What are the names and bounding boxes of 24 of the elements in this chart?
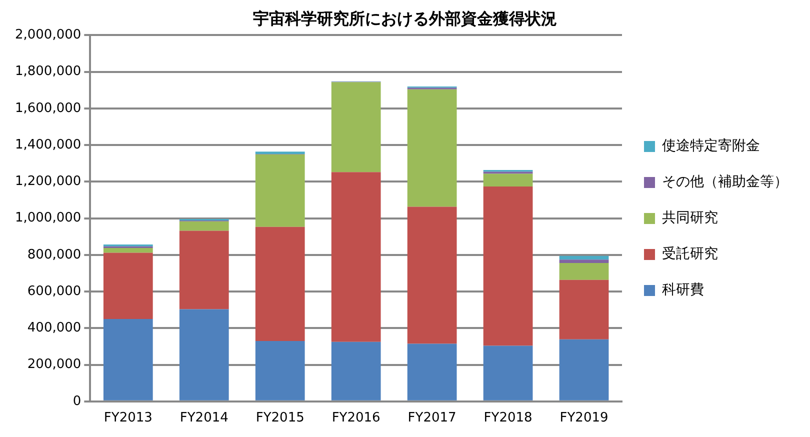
x-tick-label: FY2017 [408,410,456,426]
y-tick-label: 0 [72,394,82,409]
y-tick-label: 1,000,000 [14,210,82,226]
y-tick-label: 200,000 [27,357,82,372]
legend-label: 共同研究 [662,210,718,226]
y-tick-label: 600,000 [27,284,82,299]
x-tick-label: FY2016 [332,410,380,426]
y-tick-label: 800,000 [27,247,82,262]
x-tick-label: FY2018 [484,410,532,426]
x-tick-label: FY2014 [180,410,228,426]
y-tick-label: 1,200,000 [14,174,82,190]
y-tick-label: 1,800,000 [14,64,82,80]
legend-label: 使途特定寄附金 [662,138,760,154]
y-tick-label: 1,400,000 [14,137,82,152]
y-tick-label: 400,000 [27,320,82,336]
x-tick-label: FY2013 [104,410,152,426]
y-tick-label: 2,000,000 [14,28,82,43]
x-tick-label: FY2019 [560,410,608,426]
y-tick-label: 1,600,000 [14,100,82,116]
legend-label: その他（補助金等） [662,174,788,190]
chart-title: 宇宙科学研究所における外部資金獲得状況 [253,8,557,28]
legend-label: 受託研究 [662,246,718,262]
x-tick-label: FY2015 [256,410,304,426]
legend-label: 科研費 [662,282,704,298]
